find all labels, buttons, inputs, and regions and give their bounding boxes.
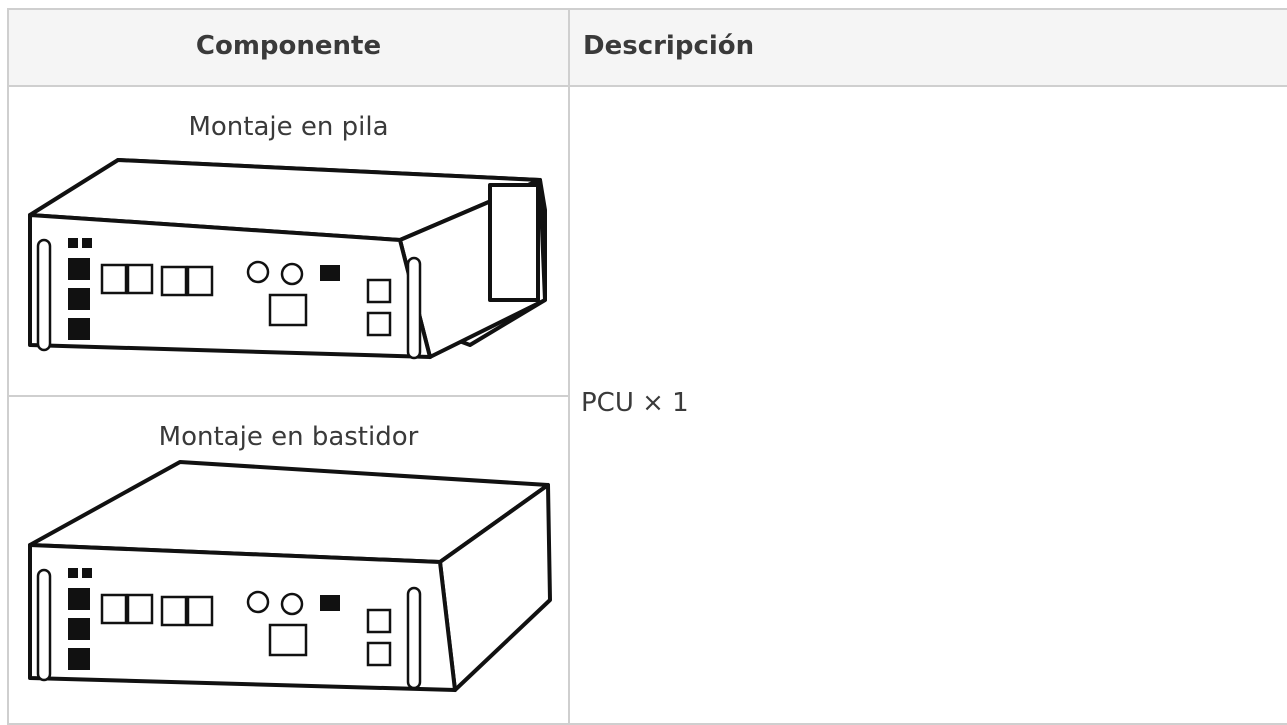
header-cell xyxy=(7,8,570,87)
description-text: PCU × 1 xyxy=(581,388,689,418)
component-label: Montaje en bastidor xyxy=(158,422,419,452)
component-label: Montaje en pila xyxy=(188,112,389,142)
header-text: Componente xyxy=(195,31,382,61)
header-cell xyxy=(568,8,1287,87)
rack-mount-drawing xyxy=(28,460,552,692)
stack-mount-drawing xyxy=(28,158,547,360)
header-text: Descripción xyxy=(583,31,755,61)
